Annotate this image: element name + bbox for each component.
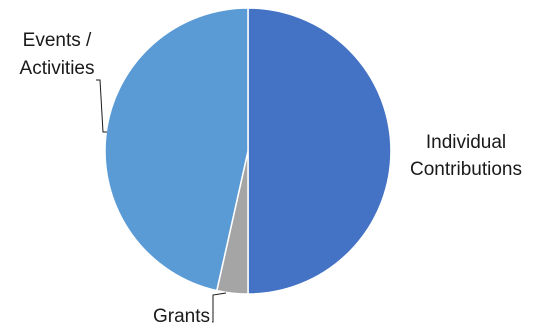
pie-slice-individual-contributions	[247, 7, 392, 295]
pie-slices	[104, 7, 392, 295]
label-leader-lines	[96, 79, 227, 323]
pie-label-individual-contributions: Individual Contributions	[410, 132, 522, 180]
pie-label-line: Activities	[20, 58, 95, 79]
pie-label-line: Individual	[426, 132, 506, 153]
pie-label-line: Events /	[23, 30, 92, 51]
pie-label-events-activities: Events / Activities	[20, 30, 95, 79]
pie-label-line: Contributions	[410, 159, 522, 180]
pie-labels: Individual Contributions Grants Events / Act…	[20, 30, 522, 327]
leader-line-events-activities	[96, 79, 107, 133]
pie-slice-events-activities	[104, 7, 249, 292]
pie-label-line: Grants	[153, 306, 210, 327]
leader-line-grants	[212, 292, 227, 323]
pie-label-grants: Grants	[153, 306, 210, 327]
